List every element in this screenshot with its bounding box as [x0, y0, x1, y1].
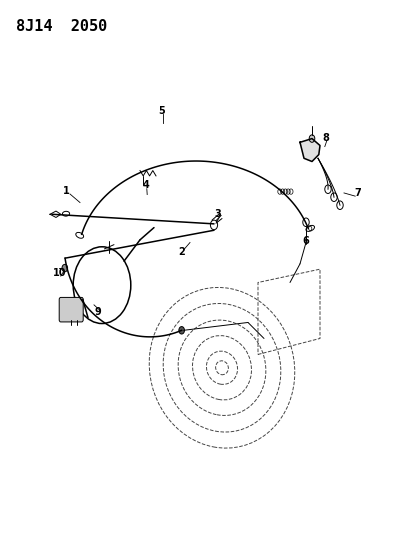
Text: 8J14  2050: 8J14 2050	[16, 19, 107, 34]
Text: 8: 8	[322, 133, 330, 142]
Text: 3: 3	[215, 209, 221, 219]
Circle shape	[179, 327, 184, 334]
Text: 9: 9	[95, 307, 101, 317]
Text: 10: 10	[52, 268, 66, 278]
Text: 1: 1	[63, 186, 69, 196]
Circle shape	[309, 135, 315, 142]
Text: 2: 2	[179, 247, 185, 256]
Polygon shape	[300, 139, 320, 161]
Text: 4: 4	[143, 181, 149, 190]
Text: 5: 5	[159, 106, 165, 116]
FancyBboxPatch shape	[59, 297, 83, 322]
Circle shape	[62, 264, 68, 272]
Text: 6: 6	[303, 236, 309, 246]
Text: 7: 7	[355, 188, 361, 198]
